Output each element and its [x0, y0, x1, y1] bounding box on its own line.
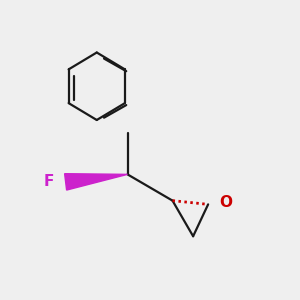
Text: O: O	[219, 195, 232, 210]
Text: F: F	[44, 174, 54, 189]
Polygon shape	[64, 174, 128, 190]
